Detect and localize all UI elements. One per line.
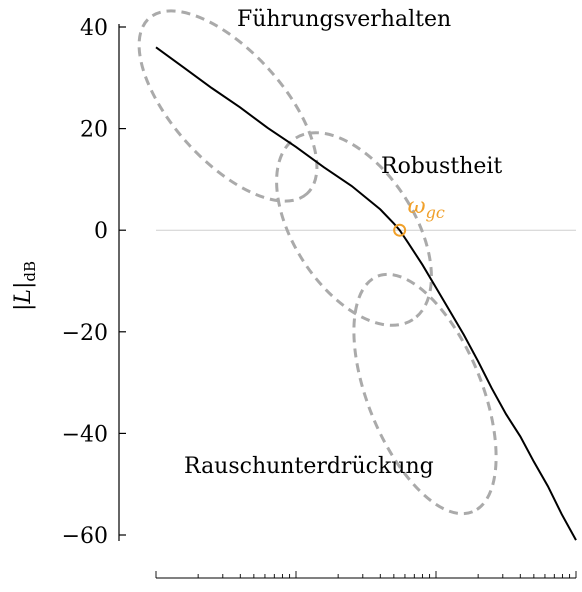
- region-outline-fuehrungsverhalten: [137, 9, 319, 203]
- gain-crossover-symbol: ω: [408, 194, 426, 219]
- region-label-fuehrungsverhalten: Führungsverhalten: [237, 7, 451, 32]
- y-axis-label-sub: dB: [21, 261, 39, 282]
- y-axis-label: |L|dB: [11, 261, 39, 311]
- y-axis-label-main: |L|: [11, 282, 36, 311]
- y-axis: −60 −40 −20 0 20 40: [62, 16, 126, 549]
- region-label-robustheit: Robustheit: [381, 154, 502, 179]
- region-label-rauschunterdrueckung: Rauschunterdrückung: [184, 454, 434, 479]
- magnitude-curve: [155, 46, 577, 541]
- y-tick-label: 0: [94, 219, 108, 244]
- region-outlines: [137, 9, 498, 516]
- gain-crossover-subscript: gc: [426, 203, 445, 222]
- y-tick-label: −60: [62, 524, 108, 549]
- y-tick-label: 40: [80, 16, 108, 41]
- y-tick-label: −20: [62, 321, 108, 346]
- x-axis: [155, 571, 577, 579]
- svg-text:|L|dB: |L|dB: [11, 261, 39, 311]
- gain-crossover-label: ωgc: [408, 194, 445, 222]
- gain-crossover-marker: [393, 223, 407, 237]
- y-tick-label: −40: [62, 422, 108, 447]
- region-outline-robustheit: [275, 131, 433, 327]
- y-tick-label: 20: [80, 118, 108, 143]
- region-outline-rauschunterdrueckung: [352, 272, 498, 516]
